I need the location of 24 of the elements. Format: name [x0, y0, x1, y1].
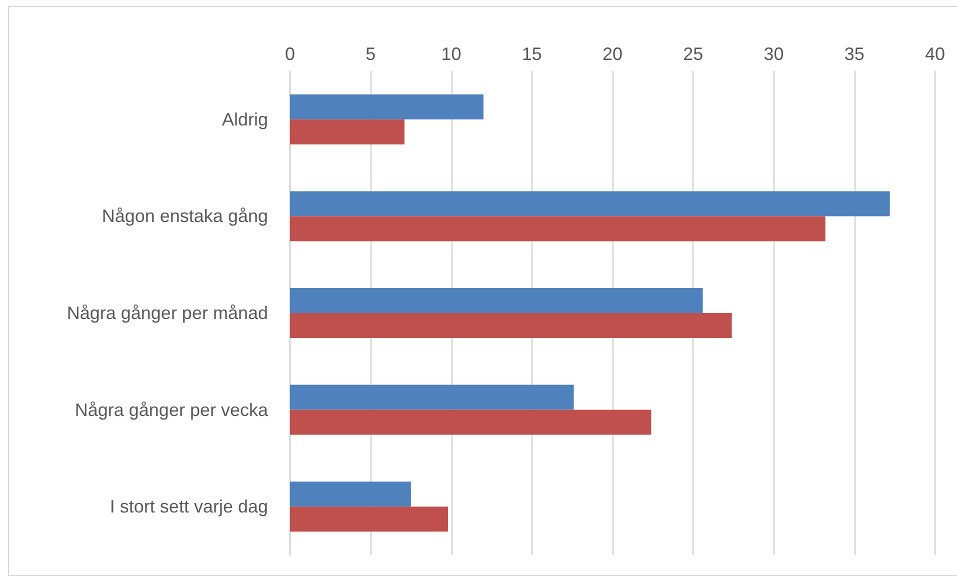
x-tick-label: 40 [924, 44, 946, 64]
x-tick-label: 35 [844, 44, 864, 64]
y-tick-label: Några gånger per vecka [74, 400, 269, 420]
bar [290, 94, 484, 120]
bar [290, 313, 732, 338]
bar [290, 288, 703, 313]
x-tick-label: 10 [441, 44, 462, 64]
bar [290, 384, 574, 410]
bar [290, 482, 411, 507]
y-tick-label: I stort sett varje dag [110, 496, 268, 517]
x-tick-label: 20 [602, 44, 623, 64]
y-tick-label: Några gånger per månad [66, 303, 268, 323]
x-tick-label: 30 [764, 44, 784, 64]
x-tick-label: 5 [366, 44, 376, 64]
bar [290, 191, 890, 216]
y-tick-label: Någon enstaka gång [102, 206, 268, 226]
bar [290, 119, 404, 144]
bar [290, 216, 826, 242]
x-tick-label: 15 [522, 44, 542, 64]
y-tick-label: Aldrig [222, 109, 268, 130]
x-tick-label: 25 [683, 44, 704, 64]
bar [290, 506, 448, 532]
x-tick-label: 0 [284, 44, 296, 64]
bar [290, 410, 652, 435]
